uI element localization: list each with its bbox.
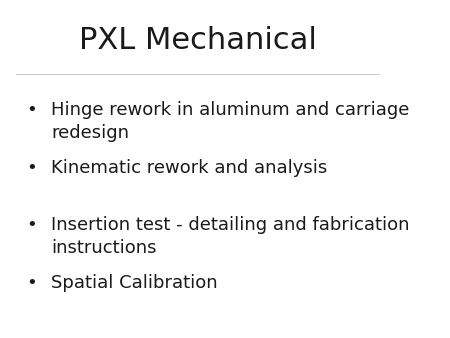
- Text: PXL Mechanical: PXL Mechanical: [78, 26, 316, 55]
- Text: Kinematic rework and analysis: Kinematic rework and analysis: [51, 159, 328, 177]
- Text: •: •: [26, 159, 37, 177]
- Text: •: •: [26, 101, 37, 119]
- Text: •: •: [26, 274, 37, 292]
- Text: Insertion test - detailing and fabrication
instructions: Insertion test - detailing and fabricati…: [51, 216, 410, 257]
- Text: Hinge rework in aluminum and carriage
redesign: Hinge rework in aluminum and carriage re…: [51, 101, 410, 142]
- Text: •: •: [26, 216, 37, 234]
- Text: Spatial Calibration: Spatial Calibration: [51, 274, 218, 292]
